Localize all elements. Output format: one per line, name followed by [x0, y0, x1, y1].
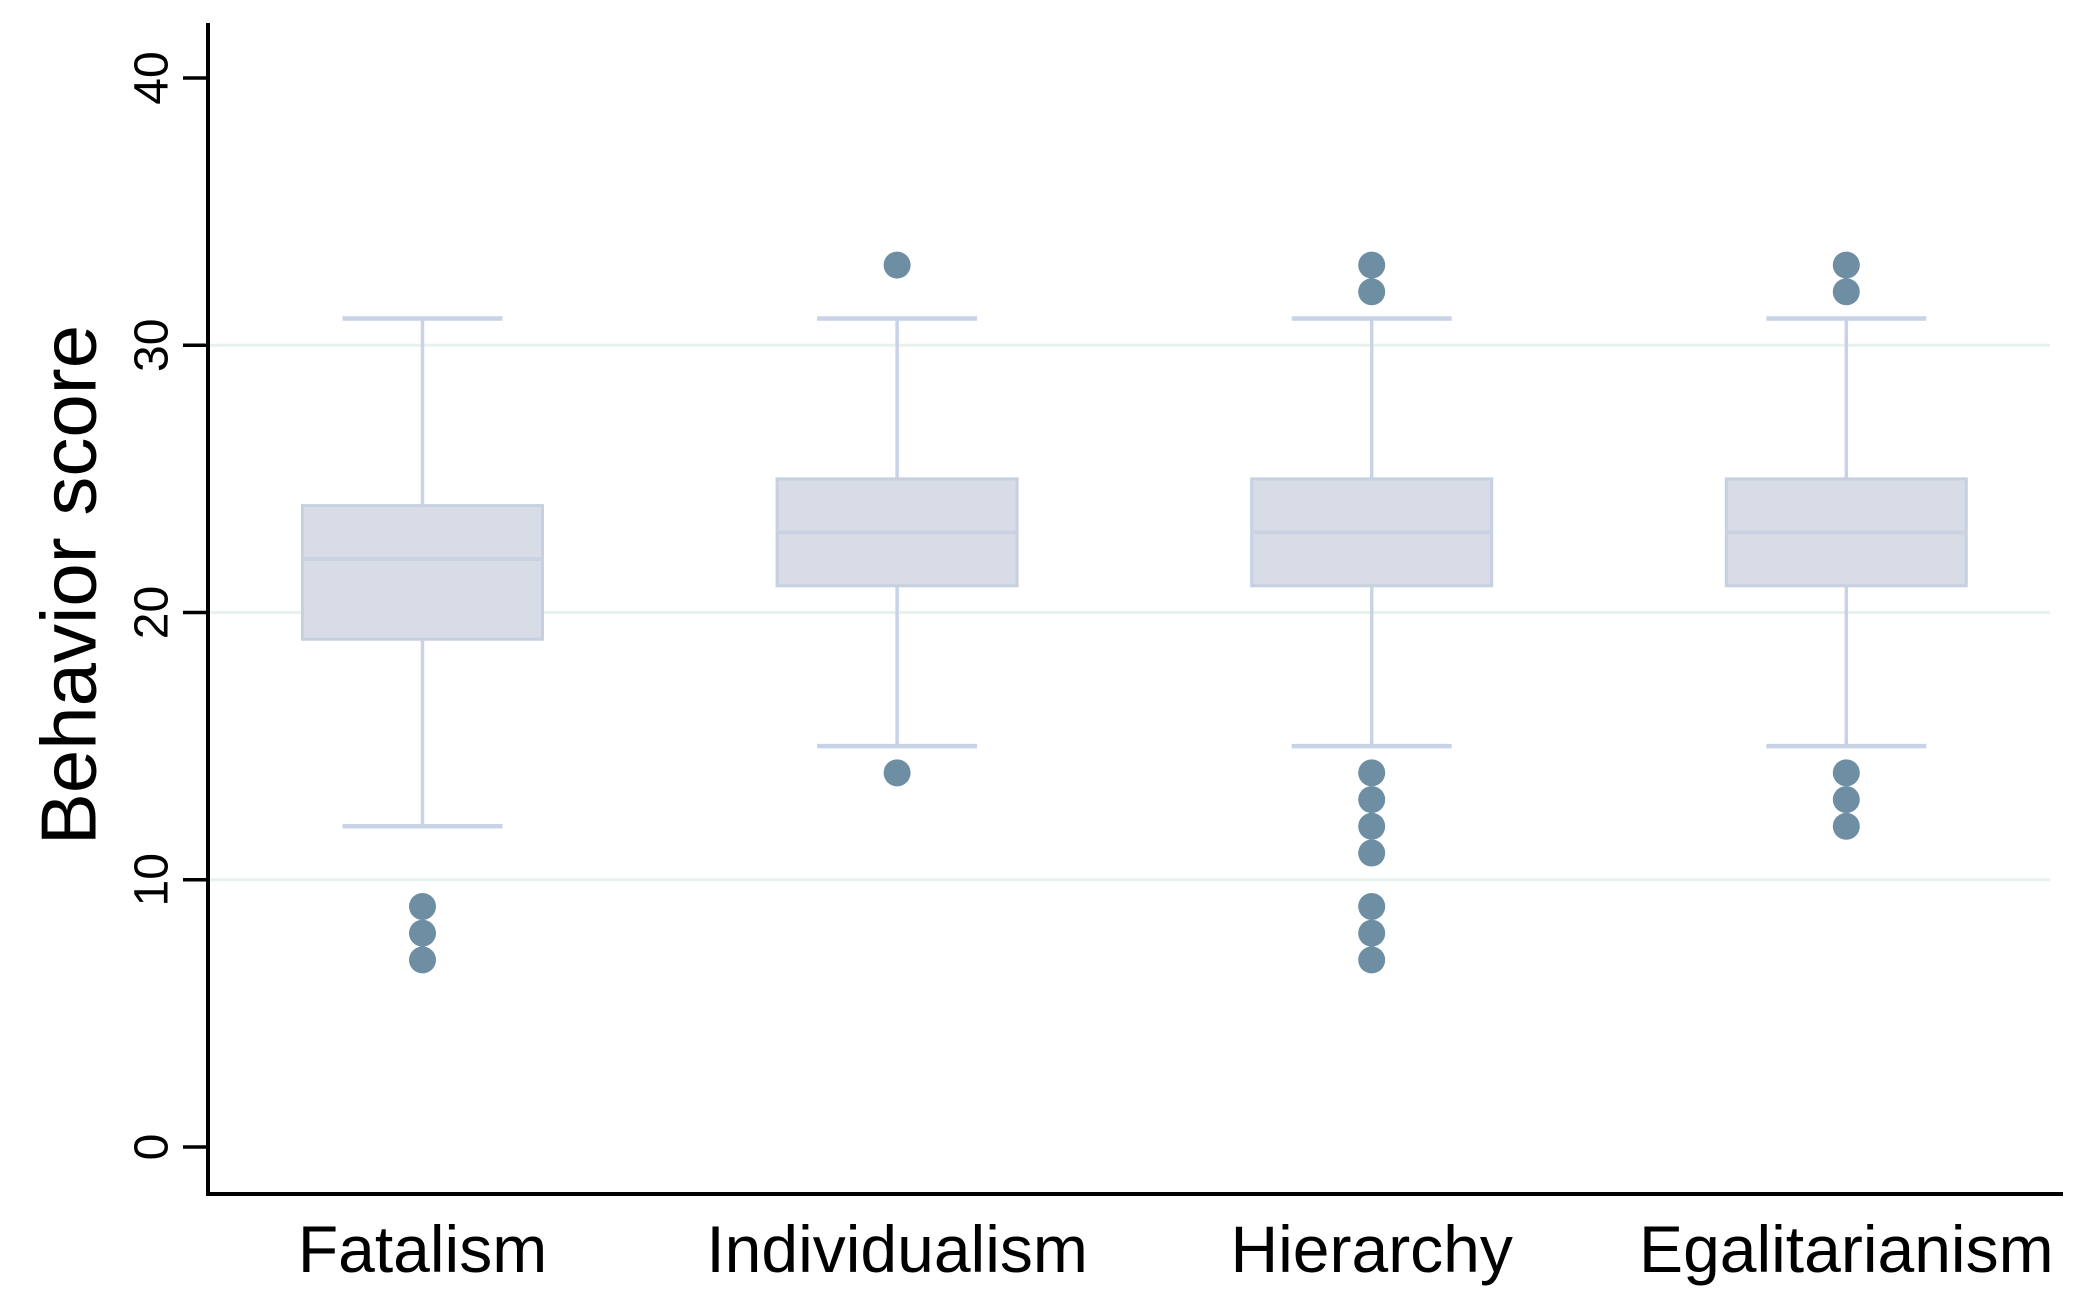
- boxplot-egalitarianism: [1724, 251, 1968, 840]
- boxplot-hierarchy: [1250, 251, 1494, 974]
- x-category-label-individualism: Individualism: [706, 1212, 1088, 1286]
- outlier-dot: [1358, 759, 1386, 787]
- boxplot-individualism: [775, 251, 1019, 787]
- outlier-dot: [1832, 812, 1860, 840]
- outlier-dot: [883, 759, 911, 787]
- outlier-dot: [1358, 786, 1386, 814]
- outlier-dot: [1358, 278, 1386, 306]
- x-category-label-egalitarianism: Egalitarianism: [1639, 1212, 2054, 1286]
- outlier-dot: [1832, 759, 1860, 787]
- x-category-label-hierarchy: Hierarchy: [1230, 1212, 1512, 1286]
- outlier-dot: [1358, 919, 1386, 947]
- outlier-dot: [1358, 946, 1386, 974]
- outlier-dot: [883, 251, 911, 279]
- outlier-dot: [1832, 786, 1860, 814]
- outlier-dot: [1358, 839, 1386, 867]
- y-tick-label-30: 30: [126, 319, 179, 372]
- y-tick-label-40: 40: [126, 51, 179, 104]
- x-category-label-fatalism: Fatalism: [298, 1212, 547, 1286]
- iqr-box: [301, 504, 544, 641]
- outlier-dot: [1358, 892, 1386, 920]
- y-tick-label-0: 0: [126, 1134, 179, 1161]
- y-axis-title: Behavior score: [25, 325, 113, 845]
- outlier-dot: [1358, 251, 1386, 279]
- outlier-dot: [409, 892, 436, 920]
- outlier-dot: [1358, 812, 1386, 840]
- y-tick-label-10: 10: [126, 853, 179, 906]
- boxplot-fatalism: [301, 316, 544, 974]
- outlier-dot: [1832, 278, 1860, 306]
- outlier-dot: [409, 946, 436, 974]
- outlier-dot: [1832, 251, 1860, 279]
- outlier-dot: [409, 919, 436, 947]
- y-tick-label-20: 20: [126, 586, 179, 639]
